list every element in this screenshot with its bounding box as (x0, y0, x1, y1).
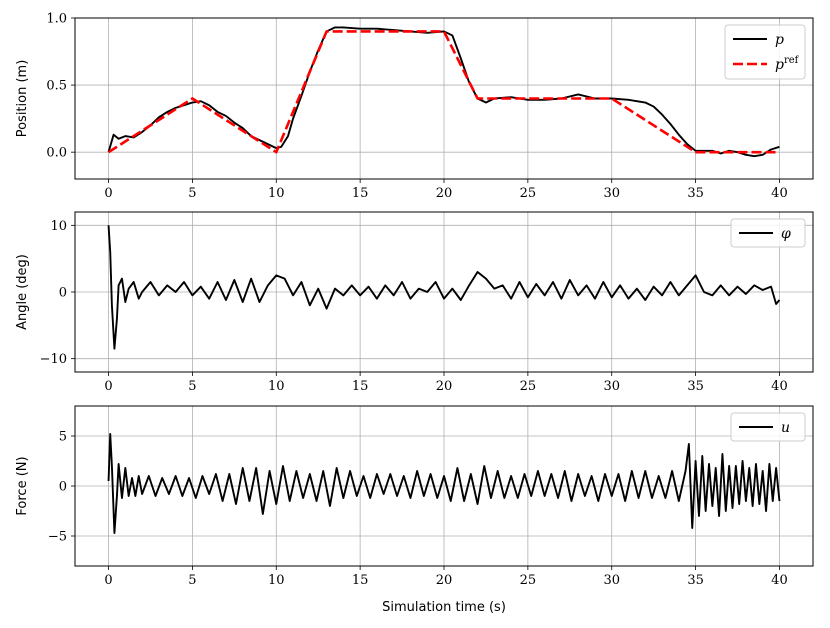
legend: p pref (724, 24, 806, 80)
y-tick-label: 1.0 (46, 12, 67, 27)
x-tick-label: 25 (520, 573, 537, 588)
y-tick-label: 0.5 (46, 79, 67, 94)
series-line-primary (107, 26, 780, 158)
y-axis-label: Angle (deg) (15, 254, 30, 330)
x-tick-label: 5 (188, 186, 196, 201)
series-group (107, 26, 780, 158)
x-tick-label: 30 (603, 573, 620, 588)
x-tick-label: 40 (771, 186, 788, 201)
legend-label: φ (781, 226, 791, 242)
series-line-reference (107, 30, 780, 154)
x-tick-label: 0 (104, 379, 112, 394)
x-tick-label: 20 (436, 573, 453, 588)
x-tick-label: 0 (104, 186, 112, 201)
x-tick-label: 35 (687, 379, 704, 394)
x-tick-label: 35 (687, 573, 704, 588)
legend-label: u (781, 420, 790, 436)
x-tick-label: 25 (520, 379, 537, 394)
y-tick-label: 0.0 (46, 146, 67, 161)
legend-box (724, 24, 806, 80)
legend: φ (730, 218, 806, 248)
x-tick-label: 40 (771, 379, 788, 394)
x-tick-label: 5 (188, 573, 196, 588)
y-tick-label: 0 (59, 286, 67, 301)
series-line-primary (107, 433, 781, 534)
y-tick-label: −5 (48, 530, 67, 545)
x-tick-label: 15 (352, 186, 369, 201)
y-axis-label: Force (N) (15, 456, 30, 515)
series-group (107, 225, 781, 350)
legend-label: pref (775, 55, 800, 73)
y-tick-label: 0 (59, 480, 67, 495)
x-tick-label: 30 (603, 379, 620, 394)
x-axis-label: Simulation time (s) (382, 600, 506, 615)
legend: u (730, 412, 806, 442)
x-tick-label: 25 (520, 186, 537, 201)
x-tick-label: 40 (771, 573, 788, 588)
y-tick-label: 5 (59, 430, 67, 445)
x-tick-label: 30 (603, 186, 620, 201)
x-tick-label: 0 (104, 573, 112, 588)
chart-panel-2: 0 5 10 15 20 25 30 35 40 −10 0 10 Angle (deg) φ (15, 211, 814, 394)
chart-panel-1: 0 5 10 15 20 25 30 35 40 0.0 0.5 1.0 Position (m) p pr… (15, 12, 814, 201)
legend-label: p (775, 32, 784, 48)
x-tick-label: 15 (352, 573, 369, 588)
x-tick-label: 20 (436, 379, 453, 394)
x-tick-label: 10 (268, 379, 285, 394)
x-tick-label: 35 (687, 186, 704, 201)
series-line-primary (107, 225, 781, 350)
x-tick-label: 10 (268, 186, 285, 201)
x-tick-label: 20 (436, 186, 453, 201)
y-tick-label: 10 (50, 219, 67, 234)
chart-panel-3: 0 5 10 15 20 25 30 35 40 −5 0 5 Force (N) Simulation … (15, 405, 814, 615)
y-tick-label: −10 (40, 352, 67, 367)
y-axis-label: Position (m) (15, 60, 30, 138)
x-tick-label: 5 (188, 379, 196, 394)
x-tick-label: 15 (352, 379, 369, 394)
x-tick-label: 10 (268, 573, 285, 588)
series-group (107, 433, 781, 534)
